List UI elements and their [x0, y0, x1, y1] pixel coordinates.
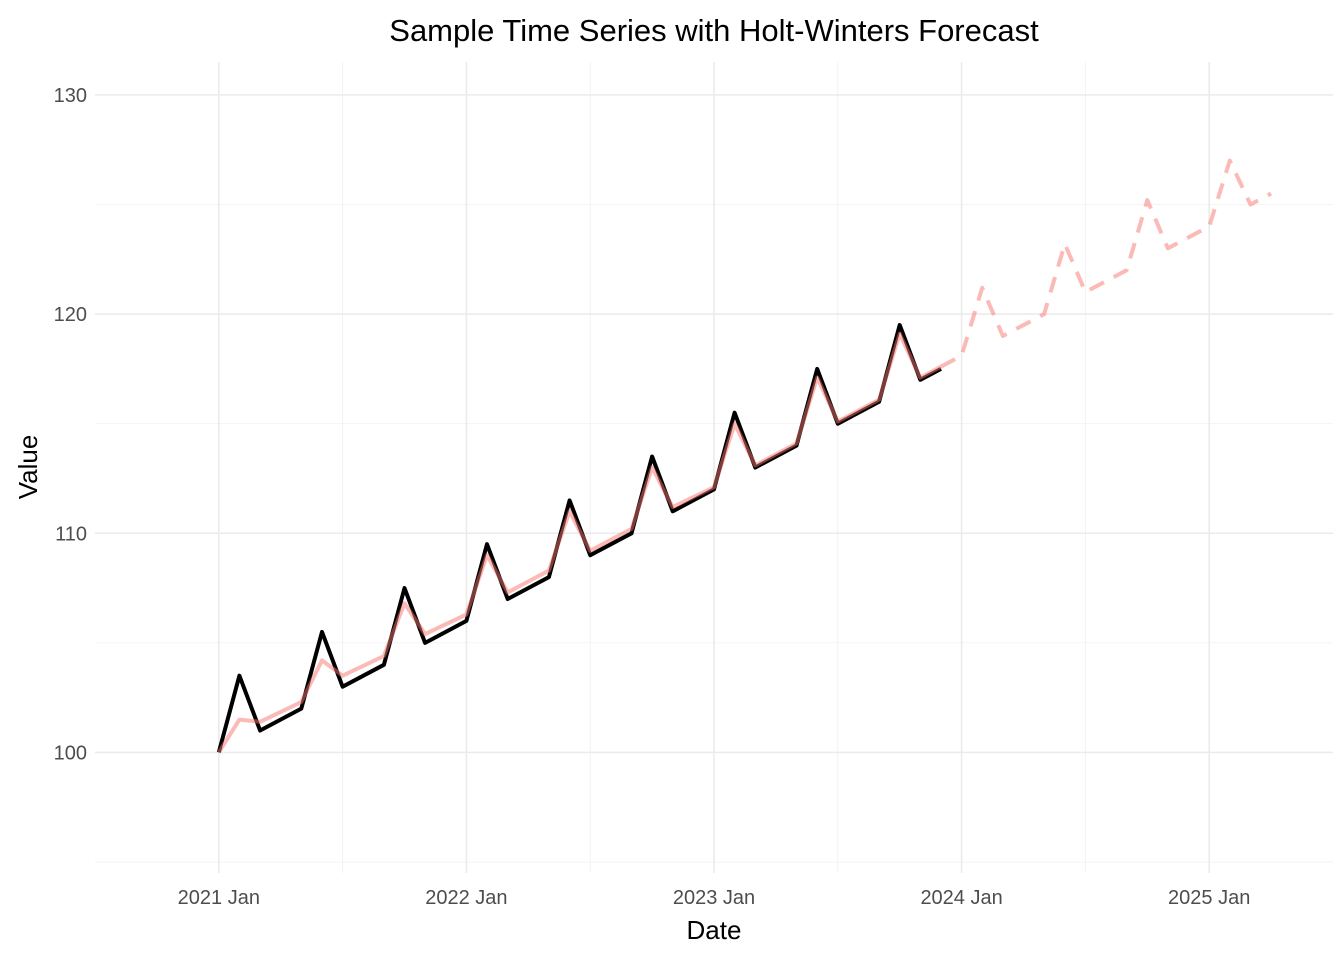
y-tick-label: 120 — [54, 304, 87, 326]
series-line-actual — [216, 323, 942, 753]
series-line-fitted — [217, 331, 942, 754]
x-tick-label: 2021 Jan — [178, 887, 260, 909]
x-tick-label: 2024 Jan — [920, 887, 1002, 909]
y-tick-label: 100 — [54, 742, 87, 764]
major-gridlines — [95, 62, 1333, 873]
x-axis-tick-labels: 2021 Jan 2022 Jan 2023 Jan 2024 Jan 2025 Jan — [178, 887, 1251, 909]
x-tick-label: 2025 Jan — [1168, 887, 1250, 909]
x-tick-label: 2022 Jan — [425, 887, 507, 909]
x-axis-title: Date — [687, 915, 742, 945]
y-axis-title: Value — [13, 435, 43, 500]
y-tick-label: 110 — [55, 523, 87, 545]
y-tick-label: 130 — [54, 85, 87, 107]
chart-title: Sample Time Series with Holt-Winters For… — [389, 13, 1039, 48]
x-tick-label: 2023 Jan — [673, 887, 755, 909]
series-layer — [216, 158, 1273, 754]
series-line-forecast — [940, 158, 1273, 369]
y-axis-tick-labels: 100 110 120 130 — [54, 85, 87, 765]
